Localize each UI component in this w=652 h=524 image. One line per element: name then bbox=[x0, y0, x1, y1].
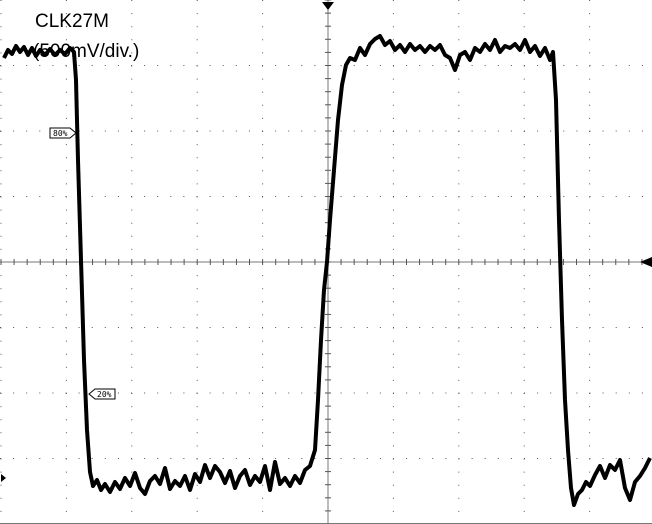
ground-marker bbox=[1, 474, 6, 482]
trigger-level bbox=[640, 257, 652, 267]
waveform bbox=[2, 34, 652, 507]
marker-label: 80% bbox=[53, 129, 68, 138]
trace-scale: (500mV/div.) bbox=[33, 41, 139, 62]
marker-label: 20% bbox=[97, 390, 112, 399]
trace-name: CLK27M bbox=[35, 11, 109, 32]
marker-tag bbox=[49, 127, 77, 139]
marker-tag bbox=[88, 388, 116, 400]
trigger-position bbox=[322, 2, 334, 10]
